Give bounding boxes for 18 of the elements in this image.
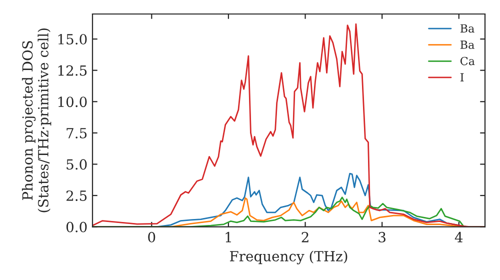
legend-label: Ba bbox=[460, 24, 474, 33]
legend-label: I bbox=[460, 73, 464, 82]
x-axis-title: Frequency (THz) bbox=[230, 250, 348, 264]
y-tick-label: 10.0 bbox=[58, 96, 87, 108]
x-tick-label: 3 bbox=[378, 232, 386, 242]
y-axis-title: Phonon projected DOS (States/THz·primitive cell) bbox=[22, 28, 52, 212]
x-tick-label: 4 bbox=[454, 232, 463, 242]
y-tick-label: 5.0 bbox=[66, 159, 87, 170]
legend-label: Ba bbox=[460, 40, 474, 49]
x-tick-label: 0 bbox=[148, 232, 156, 242]
x-tick-label: 2 bbox=[302, 232, 308, 242]
y-tick-label: 12.5 bbox=[58, 65, 87, 76]
y-tick-label: 7.5 bbox=[66, 128, 87, 138]
y-tick-label: 2.5 bbox=[66, 190, 87, 201]
y-tick-label: 15.0 bbox=[58, 34, 87, 45]
legend-label: Ca bbox=[460, 56, 475, 66]
y-tick-label: 0.0 bbox=[66, 222, 87, 232]
x-tick-label: 1 bbox=[226, 232, 231, 242]
